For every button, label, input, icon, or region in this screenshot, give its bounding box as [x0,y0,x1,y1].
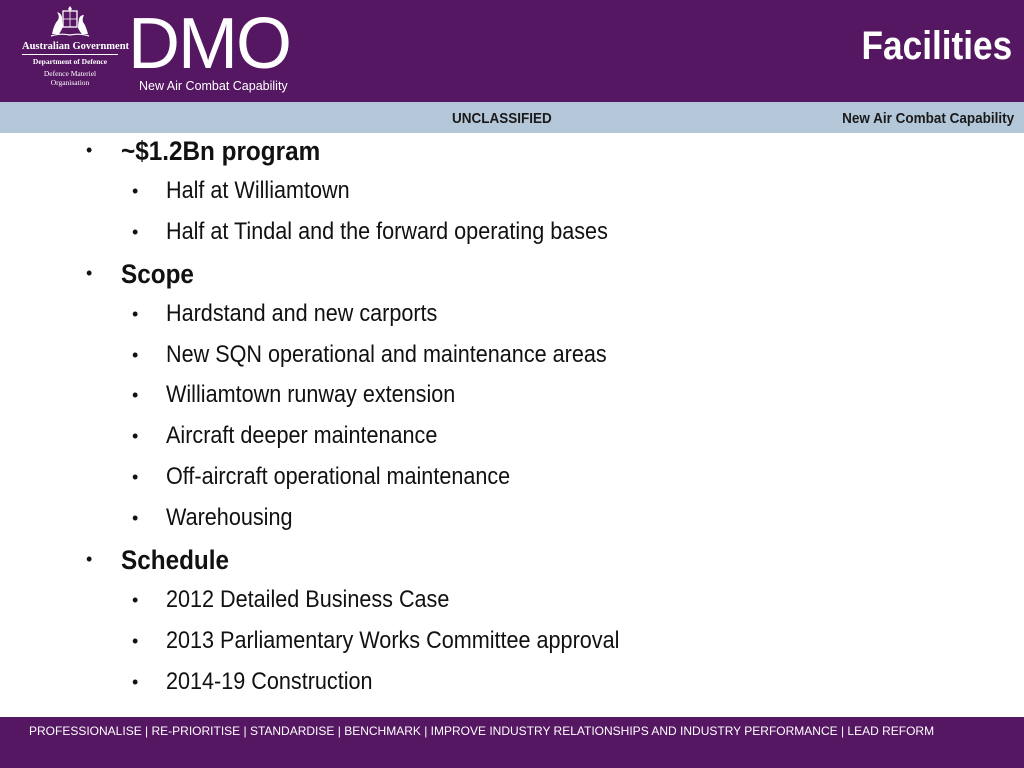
sub-bullet-item: • New SQN operational and maintenance are… [0,341,1024,382]
sub-bullet-item: • Off-aircraft operational maintenance [0,463,1024,504]
bullet-marker: • [132,344,139,365]
sub-bullet-item: • Aircraft deeper maintenance [0,422,1024,463]
bullet-text: Hardstand and new carports [166,299,438,327]
bullet-text: Aircraft deeper maintenance [166,422,438,450]
bullet-text: 2012 Detailed Business Case [166,585,450,613]
bullet-marker: • [86,140,93,160]
bullet-text: New SQN operational and maintenance area… [166,340,607,368]
bullet-marker: • [132,180,139,201]
bullet-text: Scope [121,258,194,289]
slide-footer: PROFESSIONALISE | RE-PRIORITISE | STANDA… [0,717,1024,768]
sub-bullet-item: • 2014-19 Construction [0,668,1024,709]
sub-bullet-item: • Half at Williamtown [0,177,1024,218]
classification-bar: UNCLASSIFIED New Air Combat Capability [0,102,1024,133]
department-name: Department of Defence [32,57,108,66]
bullet-text: Warehousing [166,504,293,532]
bullet-marker: • [86,549,93,569]
bullet-marker: • [132,467,139,488]
program-label: New Air Combat Capability [841,110,1014,127]
bullet-text: Williamtown runway extension [166,381,456,409]
sub-bullet-item: • Williamtown runway extension [0,381,1024,422]
bullet-marker: • [132,589,139,610]
bullet-item: • Scope [0,259,1024,300]
bullet-marker: • [132,671,139,692]
bullet-marker: • [132,303,139,324]
dmo-logo-text: DMO [128,4,292,84]
bullet-item: • Schedule [0,545,1024,586]
bullet-item: • ~$1.2Bn program [0,136,1024,177]
bullet-marker: • [132,630,139,651]
bullet-marker: • [86,262,93,283]
bullet-marker: • [132,508,139,529]
organisation-name: Defence Materiel Organisation [43,69,97,87]
sub-bullet-item: • Half at Tindal and the forward operatin… [0,218,1024,259]
bullet-text: Half at Tindal and the forward operating… [166,217,608,245]
bullet-text: Off-aircraft operational maintenance [166,463,511,491]
bullet-text: Schedule [121,545,230,575]
bullet-text: 2013 Parliamentary Works Committee appro… [166,626,620,654]
slide-title: Facilities [861,24,1012,68]
bullet-text: ~$1.2Bn program [121,136,321,166]
bullet-text: Half at Williamtown [166,176,350,204]
bullet-marker: • [132,221,139,242]
footer-motto: PROFESSIONALISE | RE-PRIORITISE | STANDA… [29,724,935,738]
government-crest: Australian Government Department of Defe… [22,4,129,94]
sub-bullet-item: • Warehousing [0,504,1024,545]
commonwealth-coat-of-arms-icon [50,6,90,37]
sub-bullet-item: • 2013 Parliamentary Works Committee appr… [0,627,1024,668]
sub-bullet-item: • Hardstand and new carports [0,300,1024,341]
brand-subtitle: New Air Combat Capability [139,79,288,93]
classification-label: UNCLASSIFIED [452,110,552,127]
sub-bullet-item: • 2012 Detailed Business Case [0,586,1024,627]
bullet-marker: • [132,385,139,406]
bullet-marker: • [132,426,139,447]
slide-header: Australian Government Department of Defe… [0,0,1024,102]
bullet-text: 2014-19 Construction [166,667,373,695]
government-name: Australian Government [22,41,129,55]
